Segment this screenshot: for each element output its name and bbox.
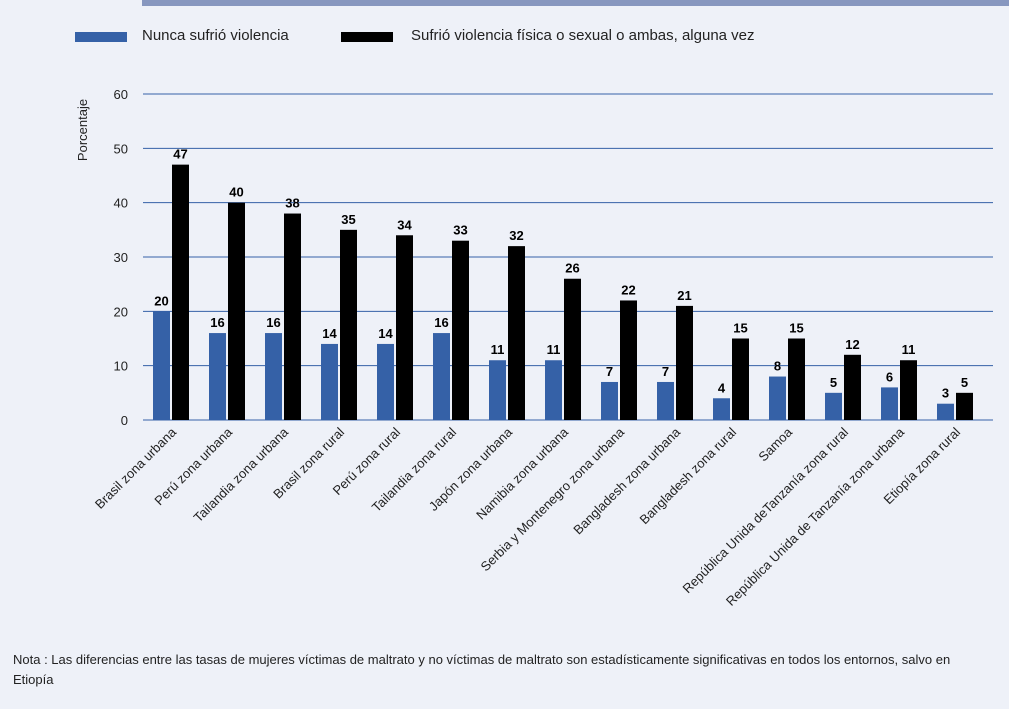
x-tick-label: Samoa xyxy=(755,424,795,464)
data-label: 32 xyxy=(509,228,523,243)
bar-series1 xyxy=(153,311,170,420)
x-tick-label: Bangladesh zona rural xyxy=(637,424,740,527)
x-tick-label: Tailandia zona urbana xyxy=(191,424,292,525)
data-label: 7 xyxy=(606,364,613,379)
header-strip xyxy=(0,0,1009,9)
y-tick-label: 60 xyxy=(114,87,128,102)
bar-series1 xyxy=(377,343,394,420)
bar-series2 xyxy=(844,354,861,420)
data-label: 15 xyxy=(789,321,803,336)
bar-series2 xyxy=(676,305,693,420)
bar-series1 xyxy=(321,343,338,420)
y-tick-label: 30 xyxy=(114,250,128,265)
data-label: 4 xyxy=(718,380,726,395)
bar-series1 xyxy=(769,376,786,420)
data-label: 33 xyxy=(453,223,467,238)
y-tick-label: 50 xyxy=(114,141,128,156)
y-tick-label: 40 xyxy=(114,196,128,211)
data-label: 40 xyxy=(229,185,243,200)
data-label: 7 xyxy=(662,364,669,379)
data-label: 38 xyxy=(285,196,299,211)
data-label: 16 xyxy=(266,315,280,330)
data-label: 11 xyxy=(547,342,561,357)
data-label: 34 xyxy=(397,217,412,232)
bar-series2 xyxy=(508,246,525,420)
bar-series1 xyxy=(713,398,730,420)
data-label: 14 xyxy=(322,326,337,341)
data-label: 20 xyxy=(154,293,168,308)
bar-series1 xyxy=(545,360,562,420)
bar-series1 xyxy=(657,381,674,420)
bar-series1 xyxy=(881,387,898,420)
bar-series2 xyxy=(900,360,917,420)
header-accent-bar xyxy=(142,0,1009,6)
data-label: 21 xyxy=(677,288,691,303)
bar-series2 xyxy=(340,229,357,420)
chart-note: Nota : Las diferencias entre las tasas d… xyxy=(13,652,951,687)
y-tick-label: 20 xyxy=(114,304,128,319)
bar-series1 xyxy=(265,333,282,420)
bar-series2 xyxy=(788,338,805,420)
bar-series2 xyxy=(564,278,581,420)
y-tick-label: 0 xyxy=(121,413,128,428)
data-label: 16 xyxy=(210,315,224,330)
bar-series1 xyxy=(937,403,954,420)
y-axis-label: Porcentaje xyxy=(75,99,90,161)
data-label: 12 xyxy=(845,337,859,352)
x-tick-label: Bangladesh zona urbana xyxy=(570,424,683,537)
bar-series2 xyxy=(732,338,749,420)
data-label: 16 xyxy=(434,315,448,330)
data-label: 15 xyxy=(733,321,747,336)
y-tick-label: 10 xyxy=(114,359,128,374)
data-label: 8 xyxy=(774,359,781,374)
data-label: 3 xyxy=(942,386,949,401)
bar-series1 xyxy=(489,360,506,420)
bar-series2 xyxy=(956,392,973,420)
data-label: 5 xyxy=(961,375,968,390)
bar-series1 xyxy=(825,392,842,420)
legend-swatch-series1 xyxy=(75,32,127,42)
bar-series2 xyxy=(452,240,469,420)
data-label: 11 xyxy=(902,342,916,357)
data-label: 22 xyxy=(621,282,635,297)
bar-series2 xyxy=(228,202,245,420)
legend-swatch-series2 xyxy=(341,32,393,42)
data-label: 5 xyxy=(830,375,837,390)
x-tick-label: Namibia zona urbana xyxy=(473,424,572,523)
bar-series1 xyxy=(601,381,618,420)
data-label: 26 xyxy=(565,261,579,276)
bar-series2 xyxy=(284,213,301,420)
data-label: 14 xyxy=(378,326,393,341)
data-label: 6 xyxy=(886,369,893,384)
legend-label-series2: Sufrió violencia física o sexual o ambas… xyxy=(411,27,755,44)
data-label: 35 xyxy=(341,212,355,227)
data-label: 47 xyxy=(173,147,187,162)
bar-series2 xyxy=(620,300,637,420)
data-label: 11 xyxy=(491,342,505,357)
bar-series2 xyxy=(396,235,413,420)
bar-series2 xyxy=(172,164,189,420)
legend-label-series1: Nunca sufrió violencia xyxy=(142,27,289,44)
bar-series1 xyxy=(433,333,450,420)
bar-series1 xyxy=(209,333,226,420)
